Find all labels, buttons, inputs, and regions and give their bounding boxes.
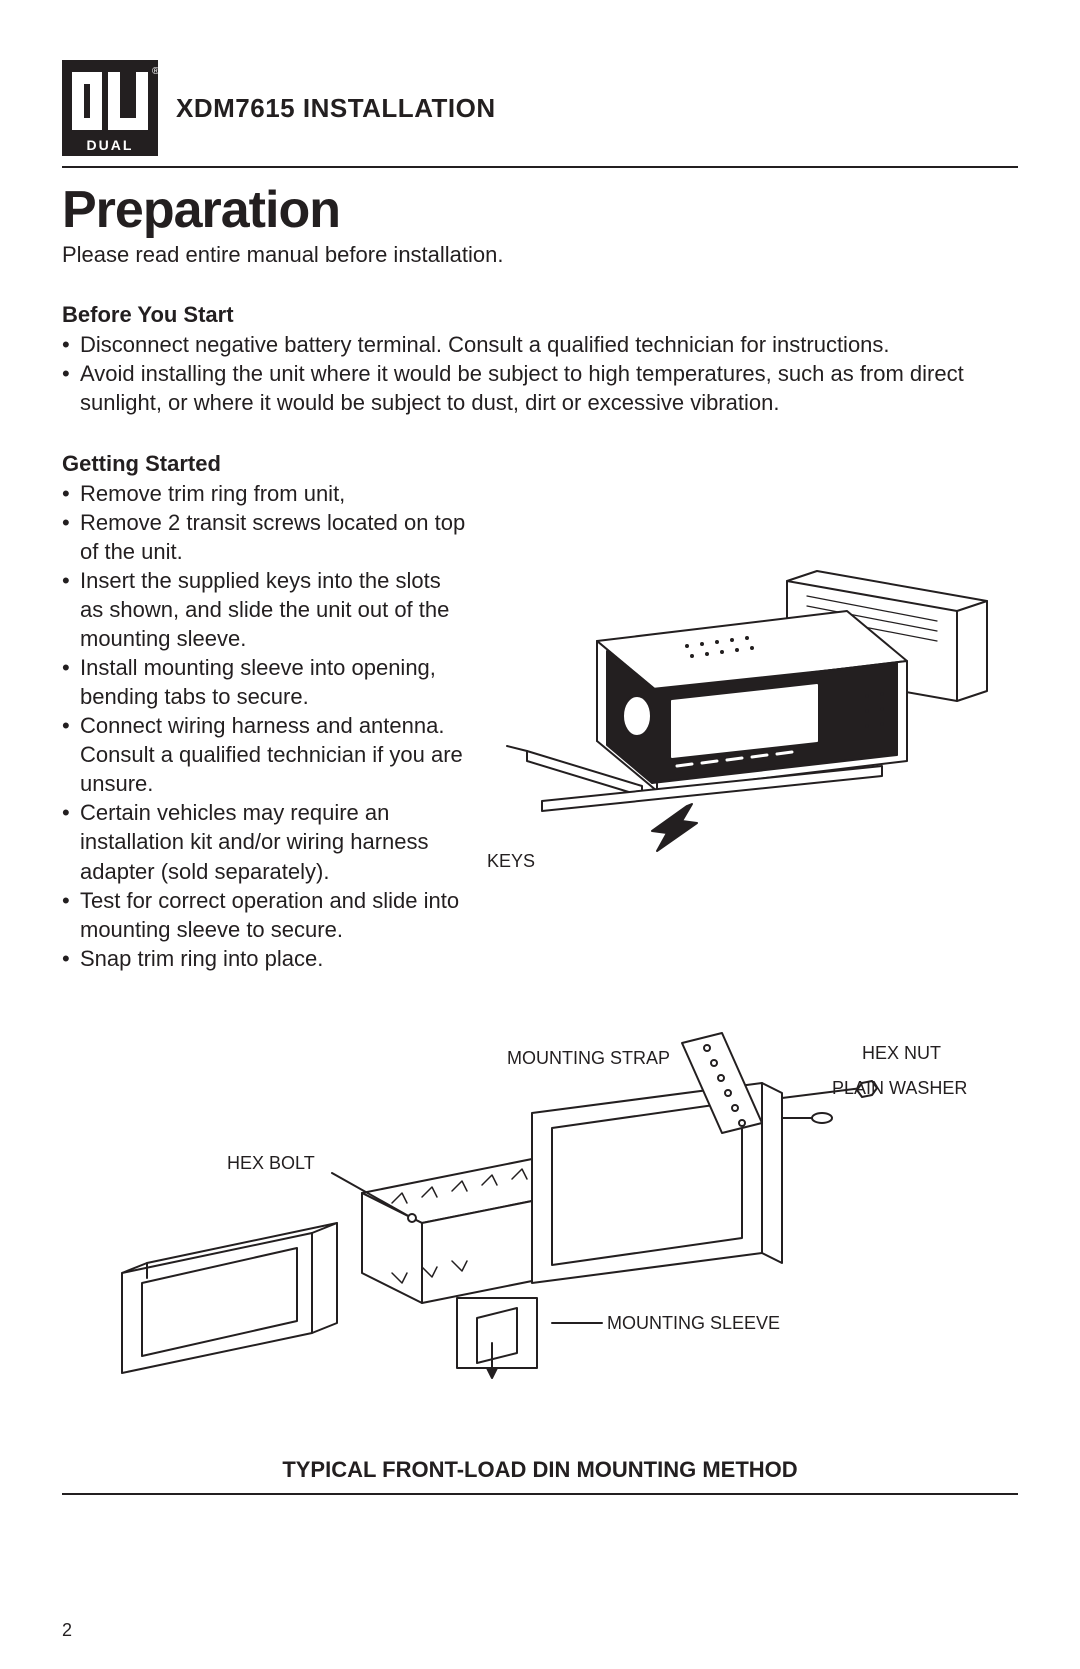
header-rule	[62, 166, 1018, 168]
label-hex-bolt: HEX BOLT	[227, 1153, 315, 1174]
label-mounting-strap: MOUNTING STRAP	[507, 1048, 670, 1069]
label-hex-nut: HEX NUT	[862, 1043, 941, 1064]
page-heading: Preparation	[62, 180, 1018, 240]
list-item: •Install mounting sleeve into opening, b…	[62, 653, 467, 711]
figure-unit-with-keys: KEYS	[487, 551, 1018, 871]
list-item: •Snap trim ring into place.	[62, 944, 467, 973]
footer-rule	[62, 1493, 1018, 1495]
list-item: •Avoid installing the unit where it woul…	[62, 359, 1018, 417]
brand-logo: DUAL ®	[62, 60, 158, 156]
svg-text:®: ®	[152, 66, 158, 77]
list-item: •Test for correct operation and slide in…	[62, 886, 467, 944]
list-item: •Insert the supplied keys into the slots…	[62, 566, 467, 653]
header: DUAL ® XDM7615 INSTALLATION	[62, 60, 1018, 156]
list-item: •Remove trim ring from unit,	[62, 479, 467, 508]
list-item: •Disconnect negative battery terminal. C…	[62, 330, 1018, 359]
section-getting-started-heading: Getting Started	[62, 451, 467, 477]
figure-mounting-method: MOUNTING STRAP HEX NUT PLAIN WASHER HEX …	[62, 1023, 1018, 1443]
getting-started-section: Getting Started •Remove trim ring from u…	[62, 451, 1018, 973]
list-item: •Connect wiring harness and antenna. Con…	[62, 711, 467, 798]
page-number: 2	[62, 1620, 72, 1641]
svg-text:DUAL: DUAL	[87, 137, 134, 153]
label-keys: KEYS	[487, 851, 535, 872]
label-mounting-sleeve: MOUNTING SLEEVE	[607, 1313, 780, 1334]
model-number: XDM7615	[176, 93, 295, 123]
before-you-start-list: •Disconnect negative battery terminal. C…	[62, 330, 1018, 417]
list-item: •Remove 2 transit screws located on top …	[62, 508, 467, 566]
label-plain-washer: PLAIN WASHER	[832, 1078, 967, 1099]
intro-text: Please read entire manual before install…	[62, 242, 1018, 268]
list-item: •Certain vehicles may require an install…	[62, 798, 467, 885]
section-before-you-start-heading: Before You Start	[62, 302, 1018, 328]
figure-caption: TYPICAL FRONT-LOAD DIN MOUNTING METHOD	[62, 1457, 1018, 1483]
title-suffix: INSTALLATION	[303, 93, 496, 123]
getting-started-list: •Remove trim ring from unit, •Remove 2 t…	[62, 479, 467, 973]
document-title: XDM7615 INSTALLATION	[176, 93, 496, 124]
